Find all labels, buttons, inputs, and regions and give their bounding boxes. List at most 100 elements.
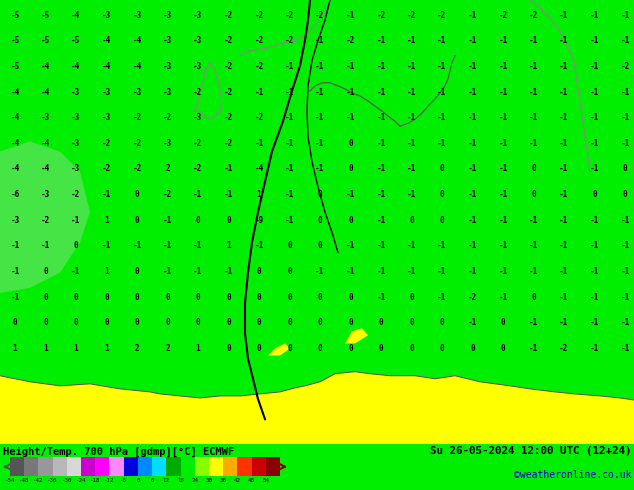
Text: -3: -3 bbox=[163, 139, 172, 148]
Text: -54: -54 bbox=[4, 478, 15, 483]
Text: 0: 0 bbox=[196, 318, 200, 327]
Bar bbox=[110, 457, 124, 476]
Text: 0: 0 bbox=[196, 293, 200, 302]
Text: -1: -1 bbox=[285, 190, 294, 199]
Text: -1: -1 bbox=[468, 267, 477, 276]
Text: 0: 0 bbox=[287, 242, 292, 250]
Text: 0: 0 bbox=[134, 267, 139, 276]
Text: 0: 0 bbox=[74, 293, 79, 302]
Text: -5: -5 bbox=[41, 36, 50, 45]
Text: 0: 0 bbox=[378, 344, 384, 353]
Text: -1: -1 bbox=[437, 139, 446, 148]
Text: -9: -9 bbox=[254, 216, 264, 225]
Text: -2: -2 bbox=[72, 190, 81, 199]
Text: -1: -1 bbox=[377, 36, 385, 45]
Text: -1: -1 bbox=[590, 113, 599, 122]
Text: 0: 0 bbox=[409, 293, 414, 302]
Text: 2: 2 bbox=[165, 165, 170, 173]
Text: -2: -2 bbox=[193, 165, 203, 173]
Text: -1: -1 bbox=[559, 62, 569, 71]
Text: 0: 0 bbox=[318, 318, 322, 327]
Text: -1: -1 bbox=[590, 216, 599, 225]
Text: -4: -4 bbox=[41, 139, 50, 148]
Text: 1: 1 bbox=[257, 190, 261, 199]
Text: -2: -2 bbox=[133, 113, 141, 122]
Text: -1: -1 bbox=[285, 139, 294, 148]
Text: 0: 0 bbox=[318, 190, 322, 199]
Text: -1: -1 bbox=[437, 293, 446, 302]
Text: -1: -1 bbox=[498, 165, 508, 173]
Text: -3: -3 bbox=[193, 113, 203, 122]
Text: 2: 2 bbox=[165, 344, 170, 353]
Text: 1: 1 bbox=[43, 344, 48, 353]
Text: -3: -3 bbox=[163, 62, 172, 71]
Text: -30: -30 bbox=[61, 478, 72, 483]
Text: -3: -3 bbox=[193, 62, 203, 71]
Text: -3: -3 bbox=[72, 88, 81, 97]
Text: -4: -4 bbox=[10, 88, 20, 97]
Text: 0: 0 bbox=[287, 344, 292, 353]
Text: 0: 0 bbox=[501, 318, 505, 327]
Text: 0: 0 bbox=[196, 216, 200, 225]
Text: -1: -1 bbox=[437, 267, 446, 276]
Text: -2: -2 bbox=[102, 165, 111, 173]
Text: 0: 0 bbox=[531, 293, 536, 302]
Text: 0: 0 bbox=[226, 293, 231, 302]
Text: -3: -3 bbox=[163, 88, 172, 97]
Text: 0: 0 bbox=[287, 267, 292, 276]
Text: -2: -2 bbox=[193, 88, 203, 97]
Text: -2: -2 bbox=[468, 293, 477, 302]
Text: -1: -1 bbox=[529, 62, 538, 71]
Bar bbox=[67, 457, 81, 476]
Text: -1: -1 bbox=[437, 36, 446, 45]
Text: 18: 18 bbox=[177, 478, 184, 483]
Text: -1: -1 bbox=[224, 165, 233, 173]
Text: -3: -3 bbox=[41, 190, 50, 199]
Text: -1: -1 bbox=[254, 88, 264, 97]
Text: -1: -1 bbox=[254, 242, 264, 250]
Text: -2: -2 bbox=[285, 11, 294, 20]
Text: -1: -1 bbox=[163, 242, 172, 250]
Text: -1: -1 bbox=[377, 190, 385, 199]
Text: 0: 0 bbox=[409, 318, 414, 327]
Text: 0: 0 bbox=[74, 318, 79, 327]
Text: 0: 0 bbox=[348, 216, 353, 225]
Text: -4: -4 bbox=[102, 36, 111, 45]
Bar bbox=[124, 457, 138, 476]
Text: -1: -1 bbox=[407, 36, 416, 45]
Text: -1: -1 bbox=[529, 267, 538, 276]
Text: 0: 0 bbox=[348, 165, 353, 173]
Text: -1: -1 bbox=[559, 318, 569, 327]
Text: 36: 36 bbox=[219, 478, 227, 483]
Text: -1: -1 bbox=[621, 11, 630, 20]
Text: -1: -1 bbox=[468, 242, 477, 250]
Text: -18: -18 bbox=[90, 478, 101, 483]
Bar bbox=[138, 457, 152, 476]
Text: -1: -1 bbox=[498, 88, 508, 97]
Bar bbox=[252, 457, 266, 476]
Text: -1: -1 bbox=[437, 113, 446, 122]
Text: 0: 0 bbox=[257, 267, 261, 276]
Text: -1: -1 bbox=[468, 36, 477, 45]
Text: -1: -1 bbox=[193, 190, 203, 199]
Text: -1: -1 bbox=[529, 318, 538, 327]
Text: -1: -1 bbox=[193, 267, 203, 276]
Text: -4: -4 bbox=[10, 113, 20, 122]
Text: -3: -3 bbox=[102, 88, 111, 97]
Text: -1: -1 bbox=[254, 139, 264, 148]
Text: 48: 48 bbox=[248, 478, 255, 483]
Text: -1: -1 bbox=[590, 242, 599, 250]
Text: -1: -1 bbox=[590, 88, 599, 97]
Text: -1: -1 bbox=[315, 88, 325, 97]
Text: -1: -1 bbox=[559, 113, 569, 122]
Text: -1: -1 bbox=[559, 216, 569, 225]
Text: -1: -1 bbox=[133, 242, 141, 250]
Text: -4: -4 bbox=[254, 165, 264, 173]
Text: -4: -4 bbox=[133, 62, 141, 71]
Text: 1: 1 bbox=[104, 267, 109, 276]
Text: 0: 0 bbox=[226, 216, 231, 225]
Text: -1: -1 bbox=[621, 216, 630, 225]
Text: 0: 0 bbox=[531, 165, 536, 173]
Text: -1: -1 bbox=[315, 267, 325, 276]
Text: 24: 24 bbox=[191, 478, 198, 483]
